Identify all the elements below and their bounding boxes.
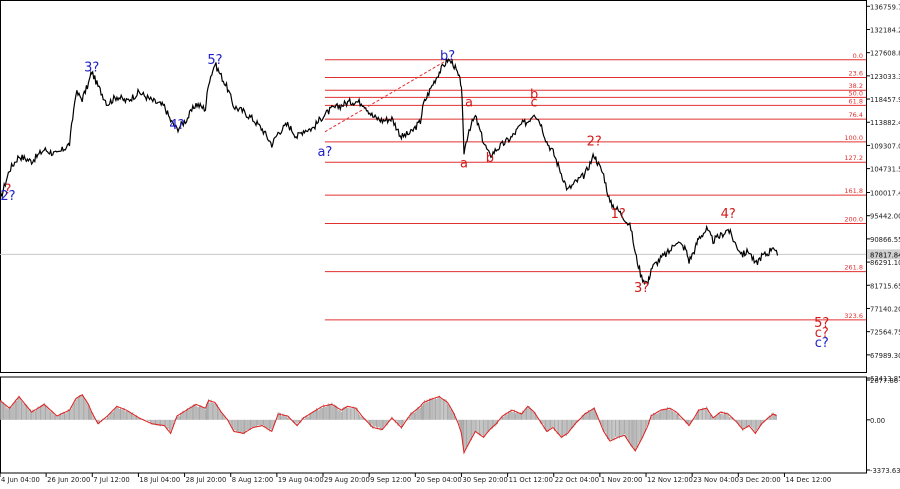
wave-label: b <box>486 151 494 166</box>
price-axis-label: 67989.30 <box>870 352 900 360</box>
time-axis-label: 14 Dec 12:00 <box>785 476 831 484</box>
wave-label: 3? <box>84 60 99 75</box>
wave-label: c? <box>815 326 829 341</box>
fib-level-label: 0.0 <box>853 52 863 60</box>
wave-label: 2? <box>0 189 15 204</box>
time-axis-label: 9 Sep 12:00 <box>370 476 411 484</box>
wave-label: a <box>460 156 468 171</box>
oscillator-axis-label: -3373.63 <box>870 467 900 475</box>
time-axis-label: 12 Nov 12:00 <box>647 476 693 484</box>
fib-level-label: 200.0 <box>844 216 863 224</box>
time-axis-label: 26 Jun 20:00 <box>47 476 90 484</box>
price-axis-label: 109307.00 <box>870 142 900 150</box>
wave-label: a <box>465 95 473 110</box>
wave-label: 1? <box>611 207 626 222</box>
time-axis-label: 4 Jun 04:00 <box>1 476 40 484</box>
wave-label: c <box>531 95 538 110</box>
fib-level-label: 261.8 <box>844 264 863 272</box>
wave-label: b? <box>440 49 455 64</box>
price-axis: 136759.70 132184.25 127608.80 123033.35 1184… <box>866 3 900 383</box>
time-axis-label: 3 Dec 20:00 <box>739 476 780 484</box>
time-axis-label: 11 Oct 12:00 <box>509 476 553 484</box>
wave-label: 2? <box>587 134 602 149</box>
wave-label: 5? <box>207 53 222 68</box>
price-axis-label: 72564.75 <box>870 329 900 337</box>
time-axis-label: 20 Sep 04:00 <box>416 476 461 484</box>
time-axis-label: 28 Jul 20:00 <box>186 476 227 484</box>
fib-level-label: 127.2 <box>844 154 863 162</box>
price-axis-label: 118457.90 <box>870 96 900 104</box>
price-axis-label: 95442.00 <box>870 213 900 221</box>
wave-label: a? <box>317 145 332 160</box>
fib-level-label: 100.0 <box>844 134 863 142</box>
price-axis-label: 104731.55 <box>870 166 900 174</box>
fibonacci-levels: 0.0 23.6 38.250.061.8 76.4 100.0 127.2 161.8 20… <box>324 52 866 321</box>
oscillator-axis-label: 2677.86 <box>870 377 898 385</box>
price-axis-label: 77140.20 <box>870 305 900 313</box>
price-axis-label: 86291.10 <box>870 259 900 267</box>
fib-level-label: 50.0 <box>849 89 863 97</box>
wave-label: b <box>530 87 538 102</box>
main-panel-border <box>0 0 867 373</box>
price-axis-label: 81715.65 <box>870 282 900 290</box>
time-axis-label: 22 Oct 04:00 <box>555 476 599 484</box>
price-axis-label: 123033.35 <box>870 73 900 81</box>
fib-level-label: 161.8 <box>844 187 863 195</box>
time-axis-label: 19 Aug 04:00 <box>278 476 324 484</box>
time-axis-label: 23 Nov 04:00 <box>693 476 739 484</box>
current-price-box <box>867 249 900 260</box>
trend-line <box>324 59 448 133</box>
price-line <box>0 58 779 286</box>
oscillator-axis-label: 0.00 <box>870 417 885 425</box>
fib-level-label: 38.2 <box>849 82 863 90</box>
wave-label: ? <box>5 183 12 198</box>
current-price-label: 87817.84 <box>870 251 900 259</box>
price-axis-label: 90866.55 <box>870 236 900 244</box>
time-axis-label: 18 Jul 04:00 <box>139 476 180 484</box>
wave-label: 3? <box>634 281 649 296</box>
time-axis-label: 8 Aug 12:00 <box>232 476 274 484</box>
fib-level-label: 323.6 <box>844 312 863 320</box>
oscillator-panel-border <box>0 376 867 474</box>
price-axis-label: 132184.25 <box>870 26 900 34</box>
time-axis: 4 Jun 04:00 26 Jun 20:00 7 Jul 12:00 18 Jul… <box>0 473 831 484</box>
signal-line <box>0 394 777 455</box>
oscillator-panel: 2677.86 0.00 -3373.63 <box>0 376 900 475</box>
fib-level-label: 23.6 <box>849 70 863 78</box>
time-axis-label: 30 Sep 20:00 <box>462 476 507 484</box>
wave-label: 4? <box>721 207 736 222</box>
fib-level-label: 61.8 <box>849 97 863 105</box>
price-axis-label: 100017.45 <box>870 190 900 198</box>
price-axis-label: 113882.45 <box>870 119 900 127</box>
wave-label: c? <box>815 336 829 351</box>
time-axis-label: 1 Nov 20:00 <box>601 476 643 484</box>
price-series <box>0 58 779 286</box>
wave-label: 5? <box>814 316 829 331</box>
fib-level-label: 76.4 <box>849 111 863 119</box>
time-axis-label: 29 Aug 20:00 <box>324 476 370 484</box>
price-axis-label: 63413.85 <box>870 375 900 383</box>
time-axis-label: 7 Jul 12:00 <box>93 476 129 484</box>
price-axis-label: 127608.80 <box>870 50 900 58</box>
main-panel-frame <box>0 0 867 373</box>
wave-label: 4? <box>169 118 184 133</box>
price-axis-label: 136759.70 <box>870 3 900 11</box>
